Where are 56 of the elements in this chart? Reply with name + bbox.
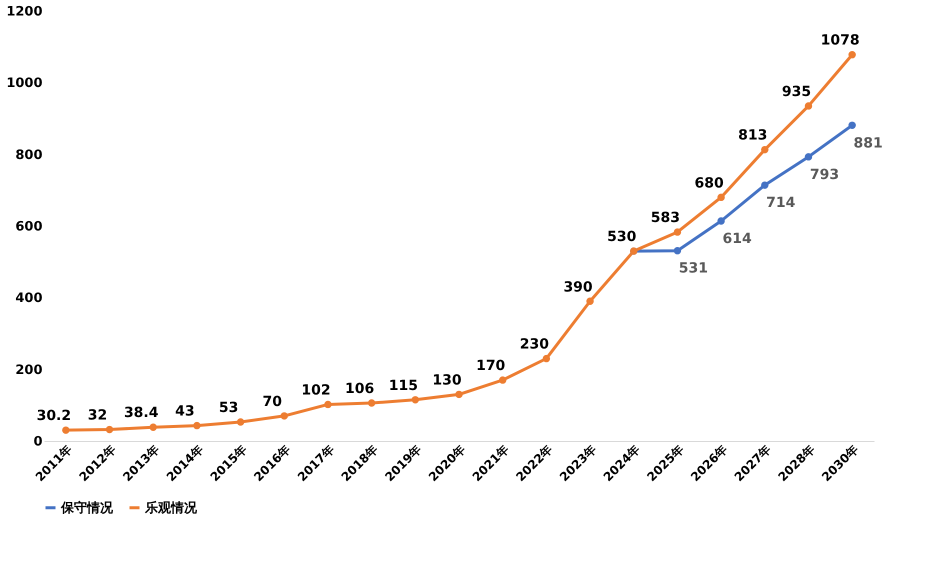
point [542, 354, 550, 362]
y-tick-label: 200 [15, 362, 42, 378]
data-label: 714 [766, 195, 796, 212]
point [62, 426, 70, 434]
y-tick-label: 0 [33, 434, 42, 450]
y-tick-label: 600 [15, 220, 42, 234]
point [848, 122, 856, 130]
point [674, 247, 682, 254]
data-label: 390 [563, 279, 593, 296]
point [193, 422, 201, 430]
legend-label: 保守情况 [60, 500, 114, 516]
point [804, 102, 812, 110]
data-label: 38.4 [124, 405, 159, 422]
y-tick-label: 1000 [6, 76, 42, 92]
point [761, 146, 768, 154]
data-label: 53 [218, 400, 238, 416]
data-label: 43 [175, 404, 195, 420]
point [761, 181, 768, 189]
data-label: 531 [678, 260, 708, 277]
data-label: 115 [388, 378, 418, 394]
data-label: 935 [782, 84, 812, 100]
point [412, 396, 420, 404]
point [586, 298, 594, 305]
y-tick-label: 800 [15, 148, 42, 163]
data-label: 32 [88, 408, 108, 424]
data-label: 614 [722, 230, 752, 247]
data-label: 793 [810, 166, 840, 183]
legend-label: 乐观情况 [144, 500, 198, 516]
point [498, 376, 506, 384]
point [368, 399, 376, 407]
point [150, 424, 157, 431]
data-label: 881 [854, 135, 883, 152]
point [324, 400, 332, 408]
point [848, 51, 856, 58]
point [804, 153, 812, 161]
data-label: 106 [345, 381, 374, 398]
data-label: 1078 [820, 32, 860, 49]
point [236, 418, 244, 426]
point [280, 412, 288, 420]
point [674, 228, 682, 236]
data-label: 680 [694, 175, 724, 192]
data-label: 583 [650, 210, 680, 226]
data-label: 813 [738, 128, 768, 144]
data-label: 102 [301, 382, 331, 398]
point [106, 426, 114, 434]
y-tick-label: 1200 [6, 4, 42, 20]
point [717, 217, 725, 225]
data-label: 170 [476, 358, 506, 374]
point [717, 194, 725, 202]
data-label: 130 [432, 372, 462, 388]
point [455, 390, 463, 398]
y-tick-label: 400 [15, 291, 42, 306]
data-label: 530 [607, 229, 637, 246]
data-label: 230 [520, 336, 550, 353]
data-label: 70 [262, 394, 282, 410]
data-label: 30.2 [36, 408, 72, 424]
